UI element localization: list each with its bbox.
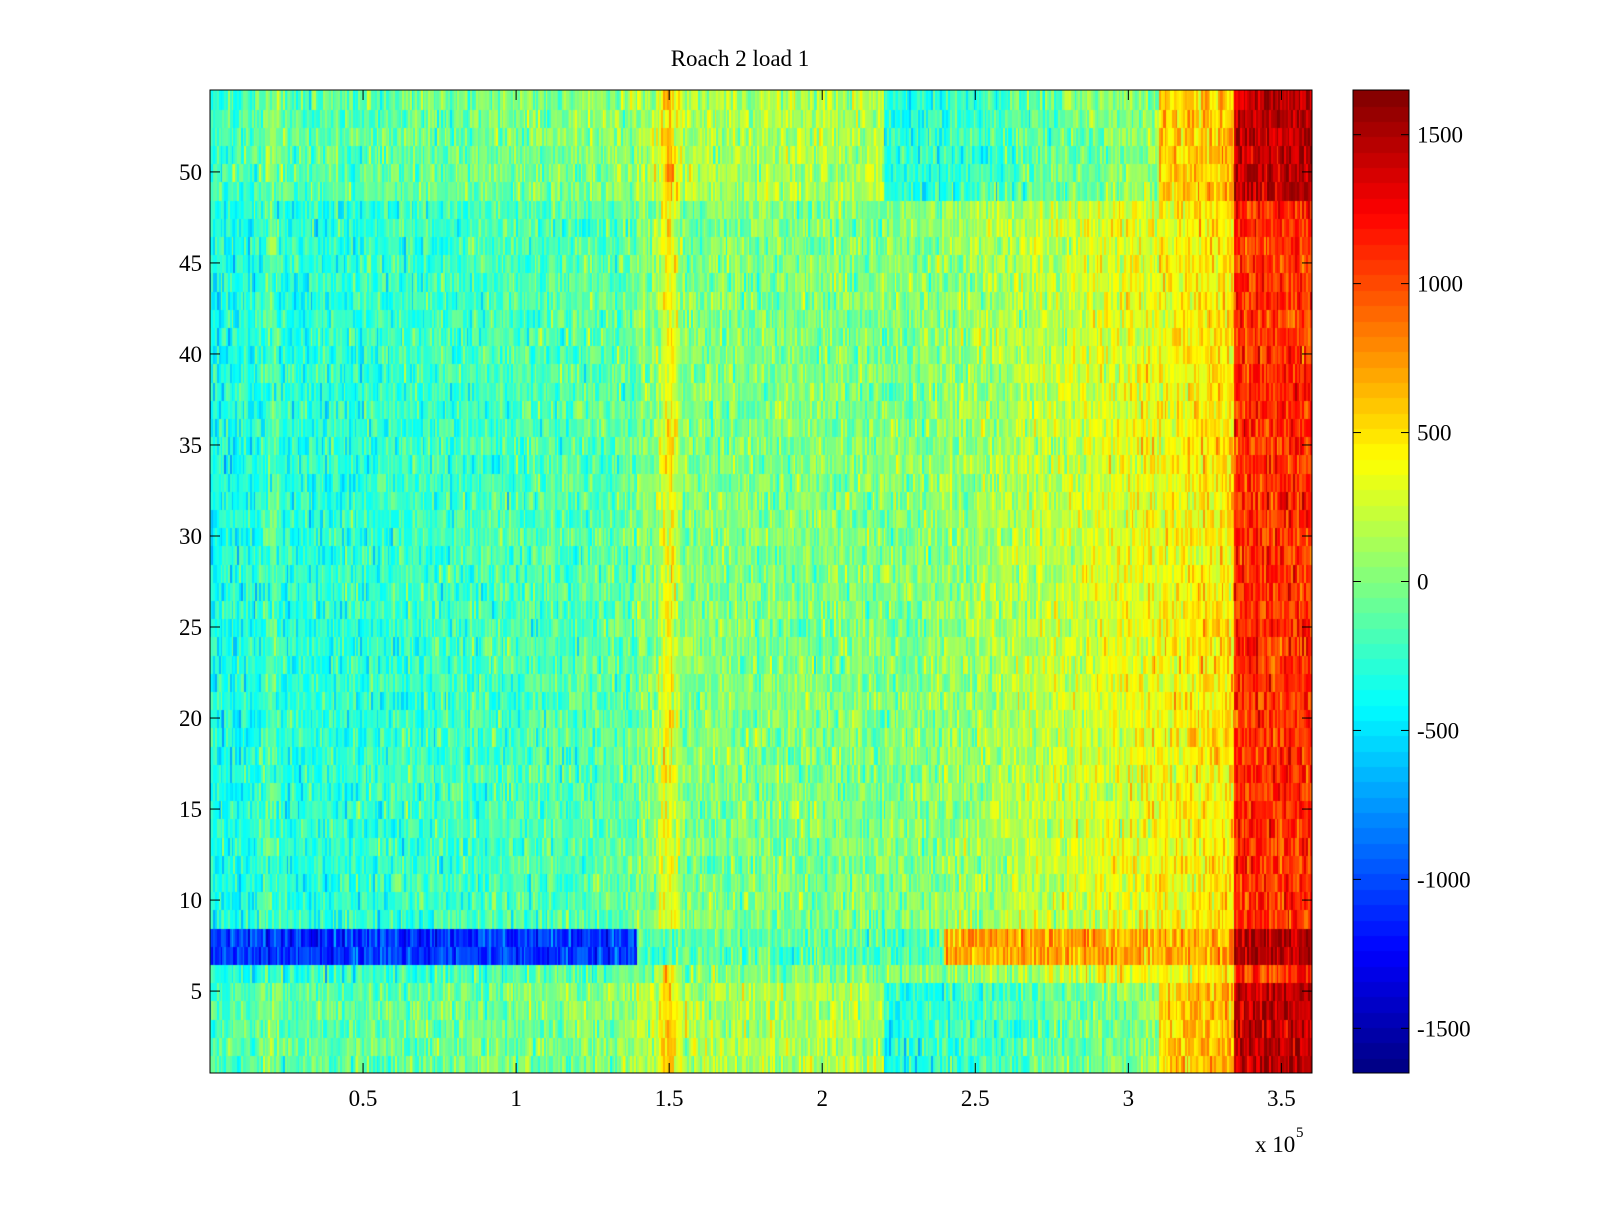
colorbar-tick-label: -1000 <box>1417 867 1471 892</box>
y-tick-label: 45 <box>179 251 202 276</box>
heatmap-cells <box>210 90 1312 1073</box>
y-tick-label: 35 <box>179 433 202 458</box>
x-axis: 0.5 1 1.5 2 2.5 3 3.5 <box>349 90 1296 1111</box>
y-tick-label: 20 <box>179 706 202 731</box>
y-tick-label: 25 <box>179 615 202 640</box>
x-tick-label: 0.5 <box>349 1086 378 1111</box>
x-tick-label: 3.5 <box>1267 1086 1296 1111</box>
colorbar-tick-label: -500 <box>1417 718 1459 743</box>
colorbar-gradient <box>1353 90 1409 1073</box>
x-tick-label: 1 <box>510 1086 522 1111</box>
y-axis: 5 10 15 20 25 30 35 40 45 50 <box>179 160 1312 1004</box>
y-tick-label: 50 <box>179 160 202 185</box>
plot-frame <box>209 89 1313 1074</box>
colorbar-tick-label: 0 <box>1417 570 1429 595</box>
x-exponent-label: x 10 5 <box>1255 1125 1304 1157</box>
colorbar-axis: 1500 1000 500 0 -500 -1000 -1500 <box>1353 123 1471 1041</box>
y-tick-label: 40 <box>179 342 202 367</box>
colorbar-tick-label: 500 <box>1417 421 1452 446</box>
colorbar-tick-label: 1000 <box>1417 272 1463 297</box>
x-exponent-power: 5 <box>1296 1125 1304 1141</box>
chart-title: Roach 2 load 1 <box>671 46 810 71</box>
heatmap-plot-area <box>210 90 1312 1073</box>
colorbar-tick-label: 1500 <box>1417 123 1463 148</box>
x-tick-label: 3 <box>1123 1086 1135 1111</box>
x-tick-label: 2.5 <box>961 1086 990 1111</box>
y-tick-label: 15 <box>179 797 202 822</box>
x-exponent-base: x 10 <box>1255 1132 1295 1157</box>
x-tick-label: 2 <box>816 1086 828 1111</box>
x-tick-label: 1.5 <box>655 1086 684 1111</box>
colorbar-tick-label: -1500 <box>1417 1016 1471 1041</box>
y-tick-label: 30 <box>179 524 202 549</box>
y-tick-label: 5 <box>191 979 203 1004</box>
y-tick-label: 10 <box>179 888 202 913</box>
colorbar <box>1353 90 1409 1073</box>
